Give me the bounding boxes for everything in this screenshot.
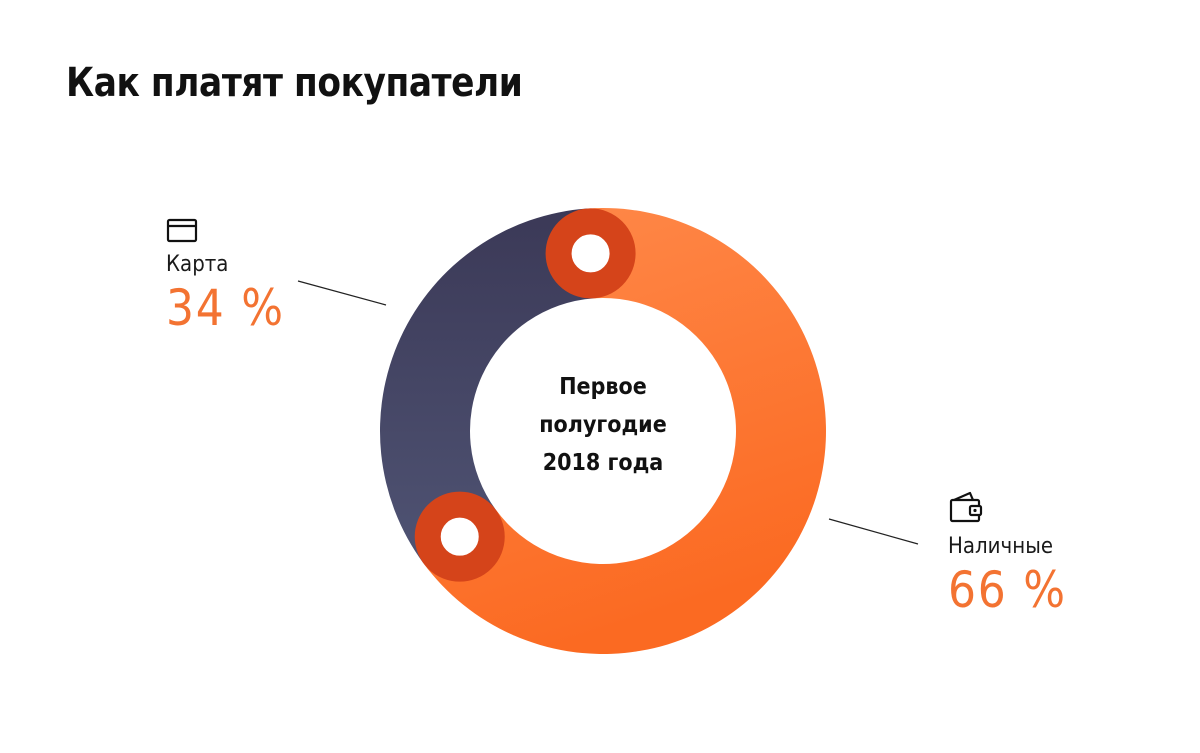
- slice-marker-cash: [414, 491, 505, 582]
- legend-label-cash: Наличные: [948, 534, 1054, 559]
- legend-cash: Наличные 66 %: [948, 488, 1083, 619]
- legend-value-cash: 66 %: [948, 561, 1067, 619]
- leader-line-cash: [828, 518, 919, 545]
- slice-cash: [423, 207, 827, 654]
- legend-value-card: 34 %: [166, 279, 285, 337]
- center-line-1: Первое: [559, 374, 647, 400]
- wallet-icon: [949, 491, 983, 523]
- center-line-3: 2018 года: [542, 450, 664, 476]
- slice-marker-card: [545, 208, 636, 299]
- chart-title: Как платят покупатели: [66, 60, 523, 106]
- legend-label-card: Карта: [166, 252, 229, 277]
- leader-line-card: [297, 280, 387, 306]
- slice-card: [380, 208, 594, 564]
- donut-center-label: Первое полугодие 2018 года: [513, 368, 693, 482]
- legend-card: Карта 34 %: [166, 216, 301, 337]
- card-icon: [166, 218, 198, 243]
- center-line-2: полугодие: [539, 412, 667, 438]
